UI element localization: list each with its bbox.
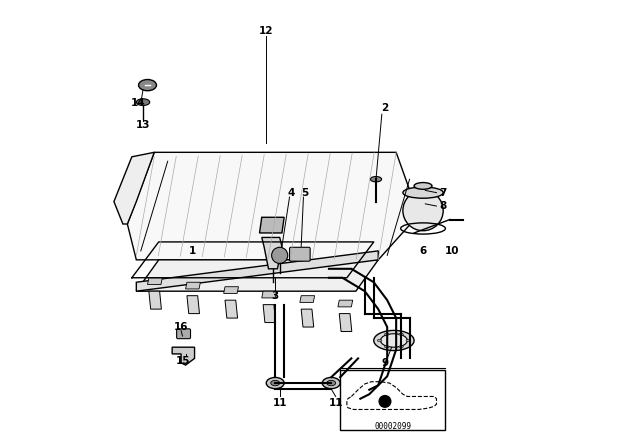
Polygon shape [187, 296, 200, 314]
Polygon shape [114, 152, 154, 224]
Polygon shape [263, 305, 276, 323]
Ellipse shape [399, 345, 403, 348]
Polygon shape [172, 347, 195, 365]
Ellipse shape [323, 377, 340, 389]
Ellipse shape [271, 380, 280, 386]
Ellipse shape [327, 380, 336, 386]
Polygon shape [339, 314, 352, 332]
Text: 6: 6 [419, 246, 427, 256]
Text: 00002099: 00002099 [374, 422, 411, 431]
Text: 12: 12 [259, 26, 273, 36]
Ellipse shape [371, 177, 381, 182]
Ellipse shape [399, 333, 403, 336]
Ellipse shape [266, 377, 284, 389]
Text: 14: 14 [131, 98, 146, 108]
Ellipse shape [139, 80, 157, 91]
Circle shape [379, 396, 391, 407]
Polygon shape [260, 217, 284, 233]
FancyBboxPatch shape [289, 247, 310, 261]
Text: 1: 1 [189, 246, 196, 256]
Polygon shape [186, 282, 200, 289]
Polygon shape [148, 278, 163, 284]
Polygon shape [225, 300, 237, 318]
Text: 2: 2 [381, 103, 388, 112]
Text: 7: 7 [440, 188, 447, 198]
Circle shape [403, 190, 443, 231]
Ellipse shape [374, 331, 414, 350]
Polygon shape [338, 300, 353, 307]
Ellipse shape [414, 182, 432, 189]
Text: 16: 16 [174, 322, 188, 332]
Ellipse shape [136, 99, 150, 106]
Polygon shape [136, 251, 378, 291]
Polygon shape [262, 237, 282, 269]
Text: 10: 10 [445, 246, 460, 256]
Polygon shape [149, 291, 161, 309]
Ellipse shape [385, 333, 389, 336]
Text: 5: 5 [301, 188, 308, 198]
FancyBboxPatch shape [177, 329, 191, 339]
Text: 8: 8 [440, 201, 447, 211]
Text: 11: 11 [328, 398, 343, 408]
Text: 4: 4 [287, 188, 294, 198]
Circle shape [271, 247, 288, 263]
Polygon shape [301, 309, 314, 327]
Ellipse shape [403, 187, 443, 198]
Polygon shape [127, 152, 419, 260]
Text: 9: 9 [381, 358, 388, 368]
Polygon shape [300, 296, 315, 302]
Text: 11: 11 [273, 398, 287, 408]
Polygon shape [136, 260, 378, 291]
Polygon shape [224, 287, 239, 293]
Ellipse shape [385, 345, 389, 348]
Bar [340, 370, 445, 430]
Ellipse shape [380, 334, 408, 347]
Ellipse shape [406, 340, 410, 342]
Text: 15: 15 [176, 356, 191, 366]
Text: 3: 3 [271, 291, 279, 301]
Polygon shape [262, 291, 276, 298]
Ellipse shape [378, 340, 382, 342]
Text: 13: 13 [136, 121, 150, 130]
